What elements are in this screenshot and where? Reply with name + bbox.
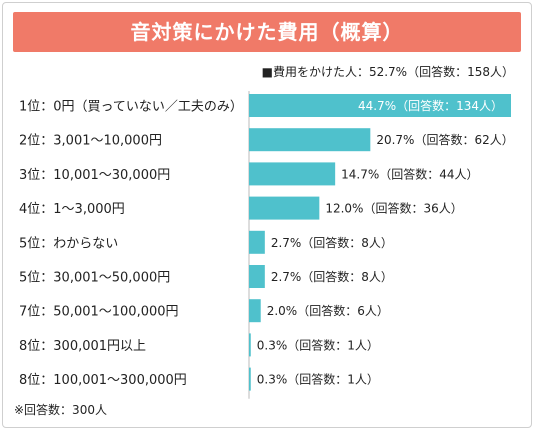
- data-label: 2.7%（回答数：8人）: [271, 269, 393, 284]
- summary-text: ■費用をかけた人：52.7%（回答数：158人）: [261, 65, 514, 79]
- bar: [249, 333, 251, 357]
- data-label: 20.7%（回答数：62人）: [376, 132, 513, 147]
- bar: [249, 128, 371, 152]
- category-label: 5位：30,001〜50,000円: [19, 271, 170, 286]
- data-label: 12.0%（回答数：36人）: [325, 201, 462, 216]
- bar: [249, 230, 265, 254]
- category-label: 8位：300,001円以上: [19, 339, 146, 354]
- category-label: 8位：100,001〜300,000円: [19, 373, 187, 388]
- bar: [249, 367, 251, 391]
- data-label: 14.7%（回答数：44人）: [341, 166, 478, 181]
- data-label: 2.0%（回答数：6人）: [267, 303, 389, 318]
- data-label: 2.7%（回答数：8人）: [271, 235, 393, 250]
- footnote: ※回答数：300人: [14, 403, 107, 417]
- chart-title: 音対策にかけた費用（概算）: [130, 20, 404, 44]
- data-label: 44.7%（回答数：134人）: [358, 98, 503, 113]
- bar: [249, 299, 261, 323]
- category-label: 4位：1〜3,000円: [19, 202, 125, 217]
- category-label: 1位：0円（買っていない／工夫のみ）: [19, 100, 243, 115]
- data-label: 0.3%（回答数：1人）: [257, 337, 379, 352]
- title-bar: 音対策にかけた費用（概算）: [13, 12, 521, 52]
- category-label: 2位：3,001〜10,000円: [19, 134, 162, 149]
- bar: [249, 196, 320, 220]
- bar: [249, 162, 336, 186]
- category-label: 5位：わからない: [19, 236, 118, 251]
- category-label: 7位：50,001〜100,000円: [19, 305, 179, 320]
- bar: [249, 94, 511, 117]
- bar: [249, 265, 265, 288]
- data-label: 0.3%（回答数：1人）: [257, 372, 379, 387]
- category-label: 3位：10,001〜30,000円: [19, 168, 170, 183]
